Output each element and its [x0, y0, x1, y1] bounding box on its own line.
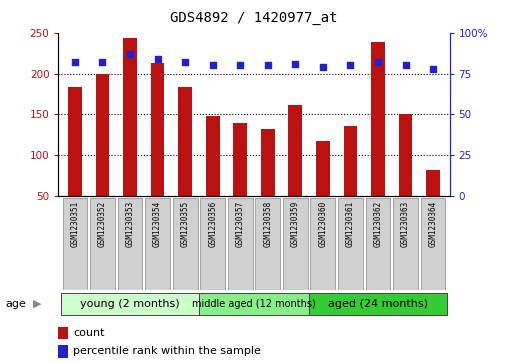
- Text: GSM1230358: GSM1230358: [263, 201, 272, 247]
- Bar: [68, 87, 82, 237]
- Text: count: count: [73, 328, 105, 338]
- Text: GSM1230360: GSM1230360: [319, 201, 327, 247]
- Point: [319, 64, 327, 70]
- Text: aged (24 months): aged (24 months): [328, 299, 428, 309]
- Text: age: age: [5, 299, 26, 309]
- Text: GSM1230357: GSM1230357: [236, 201, 245, 247]
- Point: [71, 59, 79, 65]
- FancyBboxPatch shape: [283, 198, 308, 290]
- Bar: [123, 38, 137, 237]
- Bar: [343, 126, 357, 237]
- Text: GSM1230361: GSM1230361: [346, 201, 355, 247]
- Bar: [206, 116, 219, 237]
- FancyBboxPatch shape: [90, 198, 115, 290]
- Text: middle aged (12 months): middle aged (12 months): [192, 299, 316, 309]
- Bar: [58, 327, 68, 339]
- Bar: [371, 42, 385, 237]
- Bar: [426, 170, 440, 237]
- Point: [264, 62, 272, 68]
- FancyBboxPatch shape: [256, 198, 280, 290]
- Text: GDS4892 / 1420977_at: GDS4892 / 1420977_at: [170, 11, 338, 25]
- Text: GSM1230354: GSM1230354: [153, 201, 162, 247]
- Point: [236, 62, 244, 68]
- Text: GSM1230356: GSM1230356: [208, 201, 217, 247]
- Point: [153, 56, 162, 62]
- Point: [126, 51, 134, 57]
- Text: GSM1230364: GSM1230364: [429, 201, 437, 247]
- FancyBboxPatch shape: [199, 293, 309, 315]
- FancyBboxPatch shape: [145, 198, 170, 290]
- FancyBboxPatch shape: [62, 198, 87, 290]
- FancyBboxPatch shape: [61, 293, 199, 315]
- FancyBboxPatch shape: [118, 198, 142, 290]
- Text: ▶: ▶: [33, 299, 42, 309]
- Text: percentile rank within the sample: percentile rank within the sample: [73, 346, 261, 356]
- Bar: [151, 63, 165, 237]
- Text: young (2 months): young (2 months): [80, 299, 180, 309]
- Text: GSM1230351: GSM1230351: [71, 201, 79, 247]
- FancyBboxPatch shape: [173, 198, 198, 290]
- FancyBboxPatch shape: [228, 198, 252, 290]
- Text: GSM1230355: GSM1230355: [181, 201, 189, 247]
- Bar: [261, 129, 275, 237]
- Text: GSM1230362: GSM1230362: [373, 201, 383, 247]
- Point: [291, 61, 299, 67]
- FancyBboxPatch shape: [421, 198, 446, 290]
- Text: GSM1230352: GSM1230352: [98, 201, 107, 247]
- Text: GSM1230363: GSM1230363: [401, 201, 410, 247]
- Point: [99, 59, 107, 65]
- FancyBboxPatch shape: [200, 198, 225, 290]
- Bar: [399, 114, 412, 237]
- Bar: [289, 105, 302, 237]
- FancyBboxPatch shape: [366, 198, 390, 290]
- FancyBboxPatch shape: [309, 293, 447, 315]
- Text: GSM1230359: GSM1230359: [291, 201, 300, 247]
- FancyBboxPatch shape: [310, 198, 335, 290]
- Bar: [58, 345, 68, 358]
- Bar: [233, 122, 247, 237]
- Point: [181, 59, 189, 65]
- FancyBboxPatch shape: [338, 198, 363, 290]
- Bar: [96, 73, 109, 237]
- Bar: [178, 87, 192, 237]
- Point: [401, 62, 409, 68]
- FancyBboxPatch shape: [393, 198, 418, 290]
- Point: [374, 59, 382, 65]
- Text: GSM1230353: GSM1230353: [125, 201, 135, 247]
- Point: [209, 62, 217, 68]
- Point: [429, 66, 437, 72]
- Bar: [316, 141, 330, 237]
- Point: [346, 62, 355, 68]
